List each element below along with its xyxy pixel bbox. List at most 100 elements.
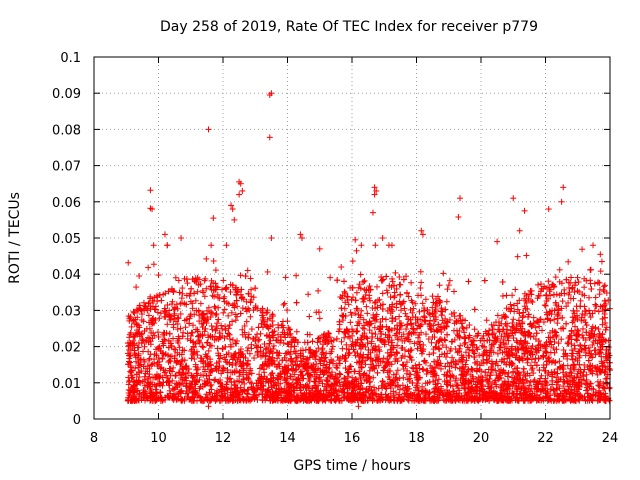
data-point: [404, 321, 411, 328]
data-point: [216, 362, 223, 369]
data-point: [569, 356, 576, 363]
data-point: [244, 267, 251, 274]
data-point: [382, 316, 389, 323]
data-point: [225, 312, 232, 319]
data-point: [449, 354, 456, 361]
data-point: [164, 301, 171, 308]
data-point: [393, 389, 400, 396]
data-point: [577, 297, 584, 304]
data-point: [554, 320, 561, 327]
data-point: [358, 307, 365, 314]
data-point: [408, 279, 415, 286]
data-point: [423, 331, 430, 338]
data-point: [369, 333, 376, 340]
data-point: [166, 330, 173, 337]
data-point: [213, 310, 220, 317]
data-point: [592, 303, 599, 310]
data-point: [383, 273, 390, 280]
data-point: [194, 288, 201, 295]
data-point: [222, 285, 229, 292]
data-point: [579, 310, 586, 317]
data-point: [588, 285, 595, 292]
data-point: [494, 312, 501, 319]
data-point: [529, 299, 536, 306]
data-point: [246, 350, 253, 357]
data-point: [215, 294, 222, 301]
data-point: [372, 242, 379, 249]
data-point: [462, 349, 469, 356]
data-point: [421, 313, 428, 320]
data-point: [574, 370, 581, 377]
data-point: [182, 324, 189, 331]
data-point: [172, 372, 179, 379]
data-point: [422, 296, 429, 303]
data-point: [481, 277, 488, 284]
data-point: [333, 335, 340, 342]
data-point: [348, 296, 355, 303]
data-point: [452, 364, 459, 371]
data-point: [379, 290, 386, 297]
data-point: [223, 242, 230, 249]
data-point: [577, 303, 584, 310]
data-point: [234, 313, 241, 320]
data-point: [361, 325, 368, 332]
data-point: [357, 271, 364, 278]
data-point: [220, 277, 227, 284]
data-point: [488, 366, 495, 373]
data-point: [312, 378, 319, 385]
data-point: [227, 289, 234, 296]
data-point: [426, 351, 433, 358]
data-point: [471, 326, 478, 333]
data-point: [418, 279, 425, 286]
data-point: [255, 324, 262, 331]
data-point: [590, 242, 597, 249]
data-point: [519, 320, 526, 327]
data-point: [559, 298, 566, 305]
data-point: [445, 282, 452, 289]
data-point: [373, 283, 380, 290]
data-point: [140, 348, 147, 355]
data-point: [213, 283, 220, 290]
data-point: [221, 306, 228, 313]
data-point: [284, 307, 291, 314]
data-point: [581, 284, 588, 291]
data-point: [526, 382, 533, 389]
data-point: [203, 255, 210, 262]
data-point: [420, 366, 427, 373]
data-point: [212, 327, 219, 334]
data-point: [150, 261, 157, 268]
data-point: [293, 328, 300, 335]
data-point: [438, 312, 445, 319]
data-point: [591, 347, 598, 354]
data-point: [218, 370, 225, 377]
data-point: [417, 285, 424, 292]
data-point: [583, 371, 590, 378]
data-point: [200, 289, 207, 296]
data-point: [542, 302, 549, 309]
data-point: [225, 325, 232, 332]
data-point: [166, 387, 173, 394]
data-point: [450, 288, 457, 295]
data-point: [595, 326, 602, 333]
data-point: [569, 319, 576, 326]
data-point: [211, 377, 218, 384]
data-point: [514, 300, 521, 307]
data-point: [592, 294, 599, 301]
data-point: [544, 382, 551, 389]
data-point: [157, 389, 164, 396]
data-point: [394, 342, 401, 349]
data-point: [596, 291, 603, 298]
data-point: [396, 313, 403, 320]
data-point: [237, 272, 244, 279]
data-point: [595, 279, 602, 286]
data-point: [439, 342, 446, 349]
data-point: [210, 258, 217, 265]
data-point: [601, 297, 608, 304]
data-point: [465, 278, 472, 285]
data-point: [443, 354, 450, 361]
data-point: [184, 280, 191, 287]
data-point: [315, 309, 322, 316]
data-point: [597, 268, 604, 275]
data-point: [212, 267, 219, 274]
